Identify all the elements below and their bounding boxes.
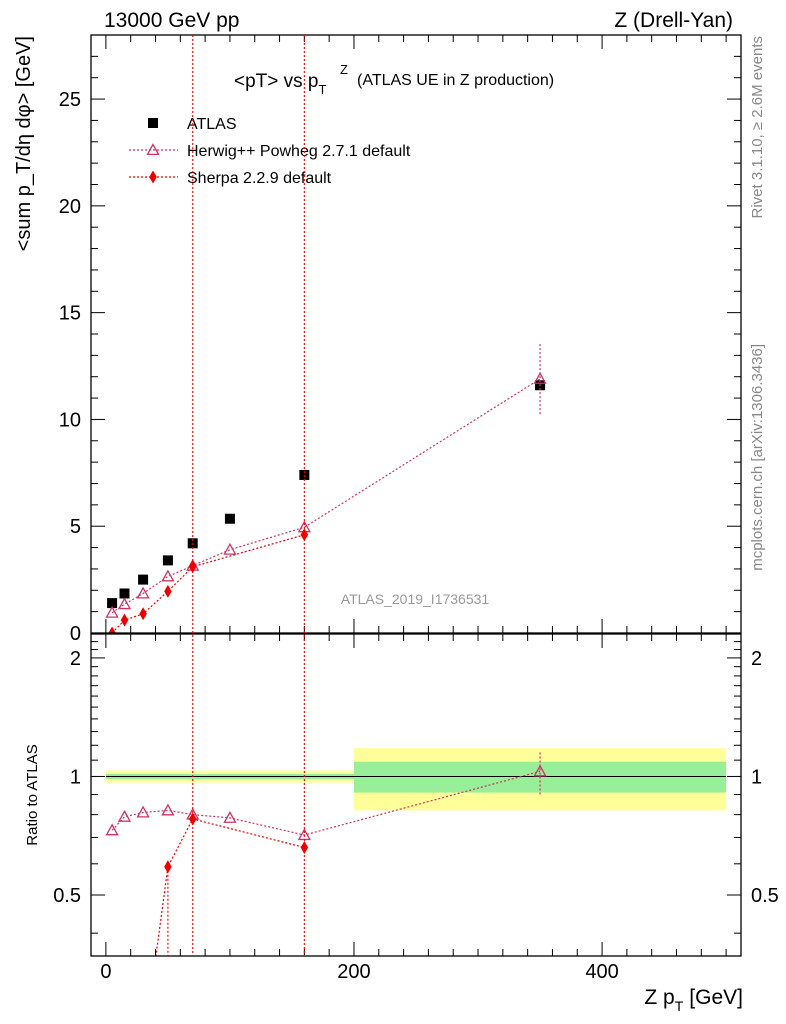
legend-label: Sherpa 2.2.9 default [187, 170, 332, 187]
ratio-tick-label: 2 [70, 648, 81, 670]
data-point [108, 626, 116, 633]
data-point [300, 528, 309, 542]
data-point [120, 613, 129, 627]
ratio-point [105, 823, 119, 836]
header-left: 13000 GeV pp [104, 9, 239, 32]
x-label-sub: T [675, 998, 684, 1014]
legend-label: Herwig++ Powheg 2.7.1 default [187, 143, 411, 160]
data-point [162, 555, 173, 566]
ratio-series-line [155, 818, 305, 956]
ratio-point [188, 812, 197, 826]
ratio-tick-label-right: 1 [751, 766, 762, 788]
y-axis-label: <sum p_T/dη dφ> [GeV] [13, 36, 35, 251]
data-point [224, 513, 235, 524]
data-point [533, 372, 547, 384]
data-point [139, 607, 147, 621]
legend-marker [148, 118, 158, 128]
y-tick-label: 25 [59, 89, 81, 111]
series-line [111, 534, 305, 633]
ratio-tick-label: 1 [70, 766, 81, 788]
ratio-tick-label-right: 0.5 [751, 885, 779, 907]
title-sub: T [319, 82, 327, 97]
data-point [188, 560, 197, 574]
ratio-point [136, 805, 150, 818]
data-point [223, 542, 237, 555]
series-line [111, 378, 541, 614]
y-tick-label: 20 [59, 196, 81, 218]
main-panel: 0 5 10 15 20 25 <pT> vs pT Z (ATLAS UE in Z p… [13, 34, 742, 645]
ratio-point [117, 809, 132, 822]
data-point [105, 605, 119, 618]
title-main: <pT> vs p [234, 71, 319, 92]
data-point [119, 588, 130, 599]
y-tick-label: 5 [70, 516, 81, 538]
legend: ATLAS Herwig++ Powheg 2.7.1 default Sherpa… [129, 116, 411, 187]
data-point [136, 586, 150, 599]
analysis-watermark: ATLAS_2019_I1736531 [341, 591, 490, 607]
data-point [299, 469, 310, 480]
ratio-point [161, 803, 175, 816]
data-point [161, 569, 175, 582]
mcplots-label: mcplots.cern.ch [arXiv:1306.3436] [749, 344, 766, 571]
legend-marker [146, 143, 160, 156]
x-label-main: Z p [644, 986, 674, 1009]
x-label-unit: [GeV] [689, 986, 743, 1009]
ratio-tick-label: 0.5 [53, 885, 81, 907]
data-point [117, 597, 132, 610]
rivet-label: Rivet 3.1.10, ≥ 2.6M events [749, 36, 766, 219]
y-tick-label: 15 [59, 303, 81, 325]
data-point [164, 584, 172, 598]
header-right: Z (Drell-Yan) [614, 9, 733, 32]
ratio-panel: 0.5 0.5 1 1 2 2 0 200 400 Ratio to ATLAS Z pT [G… [24, 633, 779, 1014]
ratio-y-label: Ratio to ATLAS [24, 744, 41, 845]
title-suffix: (ATLAS UE in Z production) [357, 72, 554, 89]
svg-text:<pT> vs pT: <pT> vs pT [234, 71, 327, 97]
x-tick-label: 200 [337, 961, 370, 983]
svg-text:Z pT[GeV]: Z pT [GeV] [644, 986, 743, 1014]
ratio-point [533, 764, 547, 777]
legend-marker [149, 170, 157, 184]
ratio-panel-frame [90, 633, 742, 957]
data-point [107, 598, 118, 609]
y-tick-label: 0 [70, 623, 81, 645]
legend-label: ATLAS [187, 116, 237, 133]
x-tick-label: 0 [100, 961, 111, 983]
ratio-point [223, 811, 237, 823]
y-tick-label: 10 [59, 409, 81, 431]
ratio-tick-label-right: 2 [751, 648, 762, 670]
chart-title: <pT> vs pT Z (ATLAS UE in Z production) [234, 62, 554, 97]
data-point [138, 574, 149, 585]
x-tick-label: 400 [585, 961, 618, 983]
title-sup: Z [340, 62, 348, 77]
x-axis-label: Z pT [GeV] [644, 986, 743, 1014]
